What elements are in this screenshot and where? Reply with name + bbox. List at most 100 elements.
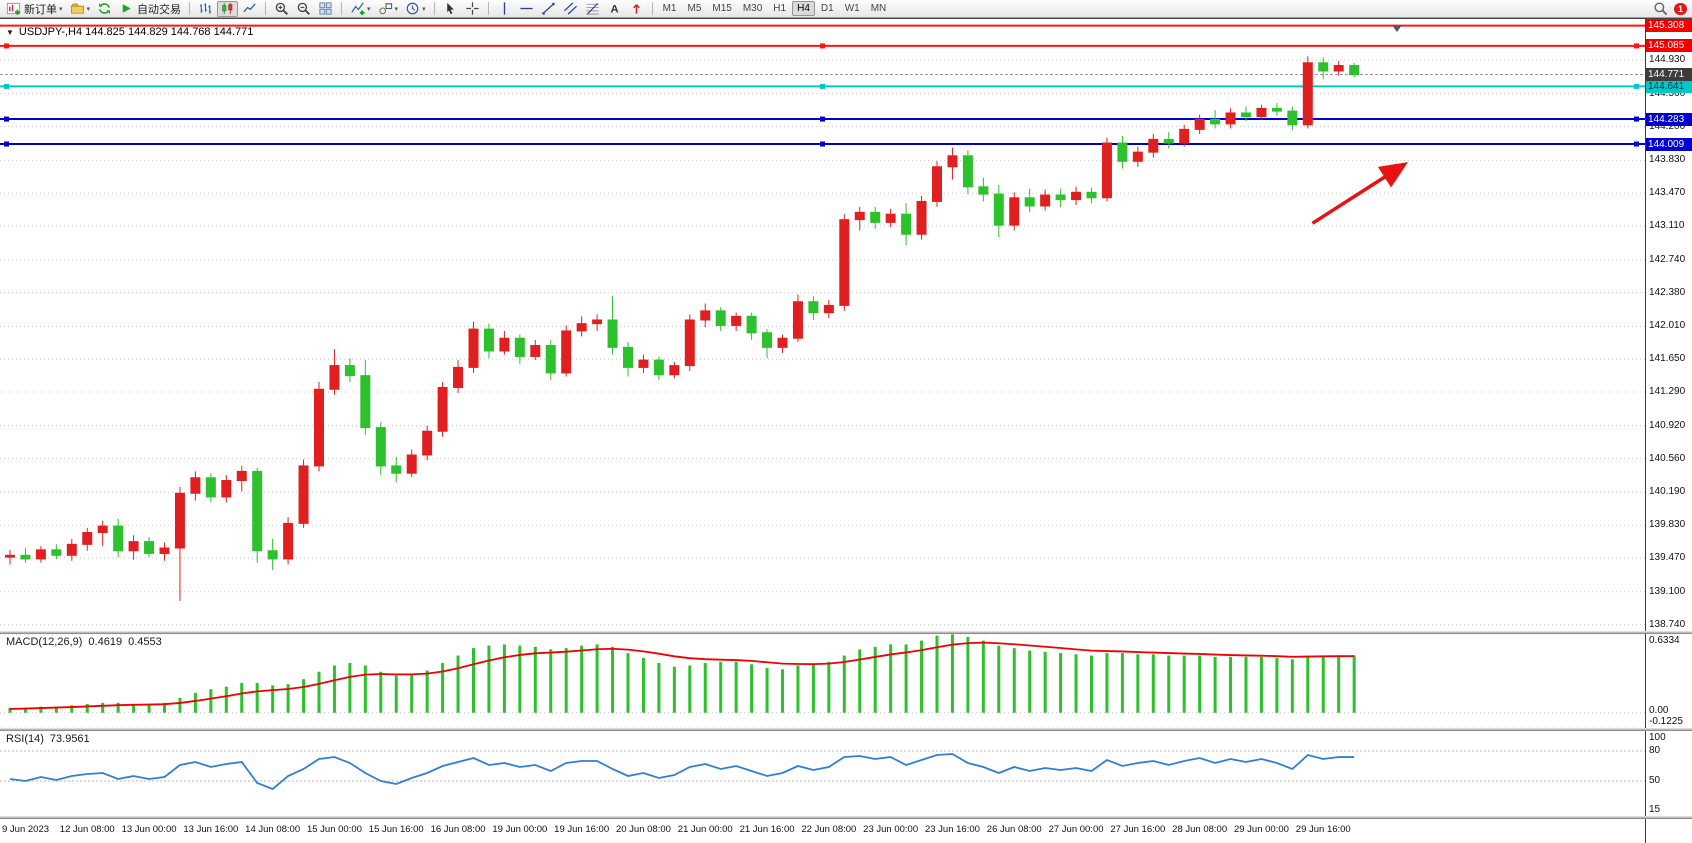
price-scale-label: 139.100 xyxy=(1649,585,1686,597)
text-icon: A xyxy=(607,1,622,16)
objects-icon xyxy=(378,1,393,16)
price-scale-label: 144.560 xyxy=(1649,87,1686,99)
refresh-button[interactable] xyxy=(94,1,115,17)
price-scale-label: 138.740 xyxy=(1649,618,1686,630)
macd-signal-value: 0.4553 xyxy=(128,636,162,648)
rsi-scale-label: 15 xyxy=(1649,804,1661,815)
toolbar-separator xyxy=(265,2,267,15)
timeframe-button-w1[interactable]: W1 xyxy=(844,3,860,14)
chart-menu-triangle-icon[interactable]: ▼ xyxy=(6,27,14,37)
horizontal-line-button[interactable] xyxy=(516,1,537,17)
timeframe-button-h1[interactable]: H1 xyxy=(773,3,787,14)
line-handle[interactable] xyxy=(820,43,825,49)
charts-profile-button[interactable]: ▾ xyxy=(67,1,94,17)
channel-button[interactable] xyxy=(560,1,581,17)
arrow-annotation[interactable] xyxy=(1311,162,1409,225)
price-scale-label: 143.110 xyxy=(1649,220,1685,232)
vline-icon xyxy=(497,1,512,16)
tile-windows-button[interactable] xyxy=(315,1,336,17)
indicators-button[interactable]: ▾ xyxy=(347,1,374,17)
indicator-icon xyxy=(350,1,365,16)
chart-shift-marker[interactable] xyxy=(1392,25,1402,32)
horizontal-line-object[interactable] xyxy=(0,116,1645,122)
time-axis-label: 21 Jun 16:00 xyxy=(739,824,795,835)
vertical-line-button[interactable] xyxy=(494,1,515,17)
macd-panel[interactable] xyxy=(0,634,1692,728)
cursor-button[interactable] xyxy=(440,1,461,17)
price-level-box: 144.641 xyxy=(1646,79,1692,93)
search-button[interactable] xyxy=(1650,1,1671,17)
horizontal-line-object[interactable] xyxy=(0,141,1645,147)
horizontal-line-object[interactable] xyxy=(0,83,1645,89)
candlestick-chart-button[interactable] xyxy=(217,0,239,17)
zoom-in-button[interactable] xyxy=(271,1,292,17)
chart-title: ▼ USDJPY-,H4 144.825 144.829 144.768 144… xyxy=(6,26,253,38)
line-handle[interactable] xyxy=(1634,116,1639,122)
panel-separator[interactable] xyxy=(0,816,1692,819)
trend-icon xyxy=(541,1,556,16)
rsi-panel[interactable] xyxy=(0,731,1692,816)
line-handle[interactable] xyxy=(4,83,9,89)
autotrade-button[interactable]: 自动交易 xyxy=(116,1,184,17)
profile-icon xyxy=(70,1,85,16)
trendline-button[interactable] xyxy=(538,1,559,17)
dropdown-caret-icon: ▾ xyxy=(394,5,399,13)
price-scale-label: 144.200 xyxy=(1649,120,1686,132)
price-scale-label: 140.190 xyxy=(1649,486,1686,498)
time-axis-label: 26 Jun 08:00 xyxy=(986,824,1042,835)
price-scale-label: 139.830 xyxy=(1649,519,1686,531)
main-chart[interactable] xyxy=(0,19,1692,631)
candles[interactable] xyxy=(5,56,1360,601)
svg-text:A: A xyxy=(610,4,618,16)
chart-window[interactable]: 9 Jun 2023 12 Jun 08:00 13 Jun 00:00 13 Jun… xyxy=(0,18,1692,843)
toolbar-separator xyxy=(189,2,191,15)
timeframe-button-m30[interactable]: M30 xyxy=(742,3,763,14)
line-handle[interactable] xyxy=(4,116,9,122)
tile-icon xyxy=(318,1,333,16)
line-handle[interactable] xyxy=(4,43,9,49)
line-handle[interactable] xyxy=(1634,83,1639,89)
panel-separator[interactable] xyxy=(0,728,1692,731)
line-handle[interactable] xyxy=(820,141,825,147)
time-axis[interactable]: 9 Jun 2023 12 Jun 08:00 13 Jun 00:00 13 Jun… xyxy=(0,819,1645,843)
timeframe-button-mn[interactable]: MN xyxy=(870,3,887,14)
timeframe-button-m15[interactable]: M15 xyxy=(712,3,732,14)
period-button[interactable]: ▾ xyxy=(402,1,429,17)
line-handle[interactable] xyxy=(4,141,9,147)
toolbar-separator xyxy=(433,2,435,15)
time-axis-label: 23 Jun 16:00 xyxy=(924,824,980,835)
fibo-icon xyxy=(585,1,600,16)
line-handle[interactable] xyxy=(820,116,825,122)
price-scale-label: 141.290 xyxy=(1649,386,1686,398)
horizontal-line-object[interactable] xyxy=(0,43,1645,49)
timeframe-button-m1[interactable]: M1 xyxy=(662,3,677,14)
line-handle[interactable] xyxy=(1634,43,1639,49)
dropdown-caret-icon: ▾ xyxy=(86,5,91,13)
zoom-out-button[interactable] xyxy=(293,1,314,17)
time-axis-label: 27 Jun 00:00 xyxy=(1048,824,1104,835)
text-button[interactable]: A xyxy=(604,1,625,17)
new-order-button[interactable]: 新订单 ▾ xyxy=(3,1,66,17)
timeframe-button-h4[interactable]: H4 xyxy=(792,1,815,16)
objects-button[interactable]: ▾ xyxy=(375,1,402,17)
line-chart-button[interactable] xyxy=(239,1,260,17)
line-handle[interactable] xyxy=(820,83,825,89)
fibonacci-button[interactable] xyxy=(582,1,603,17)
timeframe-button-d1[interactable]: D1 xyxy=(820,3,834,14)
time-axis-label: 15 Jun 00:00 xyxy=(306,824,362,835)
chart-title-text: USDJPY-,H4 144.825 144.829 144.768 144.7… xyxy=(18,26,254,38)
crosshair-button[interactable] xyxy=(462,1,483,17)
line-handle[interactable] xyxy=(1634,141,1639,147)
time-axis-label: 29 Jun 16:00 xyxy=(1295,824,1351,835)
bar-chart-button[interactable] xyxy=(195,1,216,17)
notification-badge[interactable]: 1 xyxy=(1673,2,1687,15)
panel-separator[interactable] xyxy=(0,631,1692,634)
time-axis-label: 13 Jun 00:00 xyxy=(121,824,177,835)
dropdown-caret-icon: ▾ xyxy=(59,5,63,13)
rsi-name: RSI(14) xyxy=(6,733,44,745)
price-scale[interactable]: 144.930 144.560 144.200 143.830 143.470 143.1… xyxy=(1645,19,1692,843)
timeframe-button-m5[interactable]: M5 xyxy=(687,3,702,14)
channel-icon xyxy=(563,1,578,16)
rsi-scale-label: 100 xyxy=(1649,732,1666,743)
arrows-button[interactable] xyxy=(626,1,647,17)
